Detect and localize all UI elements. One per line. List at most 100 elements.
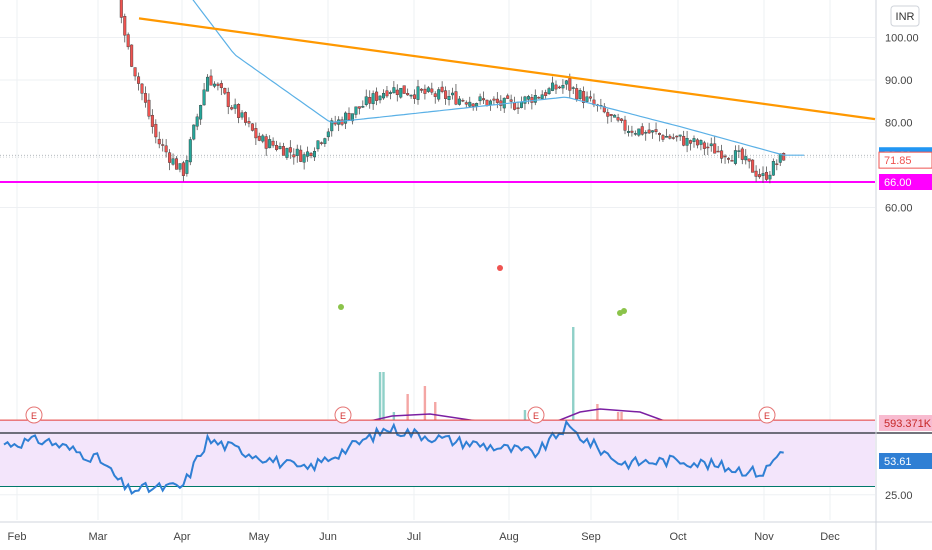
candle-body xyxy=(758,174,762,178)
candle-body xyxy=(433,93,437,97)
candle-body xyxy=(192,124,196,140)
candle-body xyxy=(451,92,455,96)
candle-body xyxy=(520,101,524,108)
candle-body xyxy=(319,142,323,144)
candle-body xyxy=(571,87,575,89)
candle-body xyxy=(526,96,530,100)
candle-body xyxy=(678,134,682,137)
candle-body xyxy=(437,89,441,100)
candle-body xyxy=(454,91,458,105)
candle-body xyxy=(668,135,672,139)
time-tick-label: Apr xyxy=(173,531,190,543)
candles xyxy=(119,0,786,184)
candle-body xyxy=(651,130,655,133)
candle-body xyxy=(695,139,699,146)
candle-body xyxy=(171,158,175,165)
candle-body xyxy=(271,140,275,146)
candle-body xyxy=(413,94,417,99)
candle-body xyxy=(644,132,648,134)
currency-button-label[interactable]: INR xyxy=(896,11,915,23)
candle-body xyxy=(147,99,151,117)
time-axis[interactable]: Feb Mar Apr May Jun Jul Aug Sep Oct Nov Dec xyxy=(8,531,841,543)
rsi-pane xyxy=(0,419,875,495)
candle-body xyxy=(664,136,668,138)
candle-body xyxy=(237,104,241,118)
candle-body xyxy=(392,87,396,94)
earnings-marker-label: E xyxy=(764,411,770,421)
candle-body xyxy=(640,126,644,135)
candle-body xyxy=(682,135,686,146)
candle-body xyxy=(568,78,572,91)
candle-body xyxy=(181,162,185,176)
time-tick-label: Nov xyxy=(754,531,774,543)
time-tick-label: Jun xyxy=(319,531,337,543)
candle-body xyxy=(647,129,651,134)
moving-average xyxy=(192,0,804,156)
candle-body xyxy=(368,97,372,104)
candle-body xyxy=(206,76,210,92)
candle-body xyxy=(316,140,320,150)
split-marker xyxy=(621,308,627,314)
candle-body xyxy=(444,90,448,99)
earnings-marker-label: E xyxy=(340,411,346,421)
rsi-line xyxy=(3,419,784,495)
candle-body xyxy=(133,67,137,77)
candle-body xyxy=(782,152,786,161)
candle-body xyxy=(533,95,537,103)
candle-body xyxy=(630,130,634,133)
candle-body xyxy=(716,150,720,153)
price-tick-label: 80.00 xyxy=(885,118,913,130)
rsi-tick-label: 25.00 xyxy=(885,490,913,502)
candle-body xyxy=(426,87,430,92)
price-tick-label: 90.00 xyxy=(885,75,913,87)
candle-body xyxy=(154,123,158,138)
candle-body xyxy=(775,163,779,165)
currency-button-frame[interactable] xyxy=(890,5,920,27)
candle-body xyxy=(344,112,348,124)
candle-body xyxy=(278,146,282,150)
candle-body xyxy=(506,95,510,99)
earnings-marker xyxy=(527,406,545,424)
candle-body xyxy=(178,163,182,170)
candle-body xyxy=(530,97,534,103)
candle-body xyxy=(564,80,568,85)
currency-button[interactable]: INR xyxy=(890,5,920,27)
candle-body xyxy=(199,105,203,120)
candle-body xyxy=(168,152,172,163)
price-axis[interactable]: 140.00130.00120.00110.00100.0090.0080.00… xyxy=(885,0,919,502)
candle-body xyxy=(430,88,434,93)
candle-body xyxy=(509,99,513,102)
candle-body xyxy=(661,135,665,140)
support-price-label-text: 66.00 xyxy=(884,177,912,189)
candle-body xyxy=(561,84,565,89)
candle-body xyxy=(268,139,272,149)
candle-body xyxy=(288,147,292,153)
candle-body xyxy=(399,87,403,98)
candle-body xyxy=(544,92,548,96)
candle-body xyxy=(689,140,693,144)
candle-body xyxy=(261,135,265,142)
candle-body xyxy=(130,44,134,67)
candle-body xyxy=(209,75,213,86)
time-tick-label: Dec xyxy=(820,531,840,543)
candle-body xyxy=(409,94,413,97)
candle-body xyxy=(230,107,234,110)
candle-body xyxy=(609,114,613,116)
candle-body xyxy=(350,113,354,122)
candle-body xyxy=(216,83,220,86)
volume-value-label-text: 593.371K xyxy=(884,418,932,430)
candle-body xyxy=(219,83,223,89)
candle-body xyxy=(447,96,451,100)
candle-body xyxy=(402,85,406,94)
candle-body xyxy=(226,91,230,107)
candle-body xyxy=(675,135,679,138)
candle-body xyxy=(137,76,141,84)
candle-body xyxy=(299,149,303,162)
earnings-marker xyxy=(334,406,352,424)
candle-body xyxy=(540,94,544,99)
candle-body xyxy=(744,156,748,161)
candle-body xyxy=(585,96,589,102)
candle-body xyxy=(699,140,703,145)
